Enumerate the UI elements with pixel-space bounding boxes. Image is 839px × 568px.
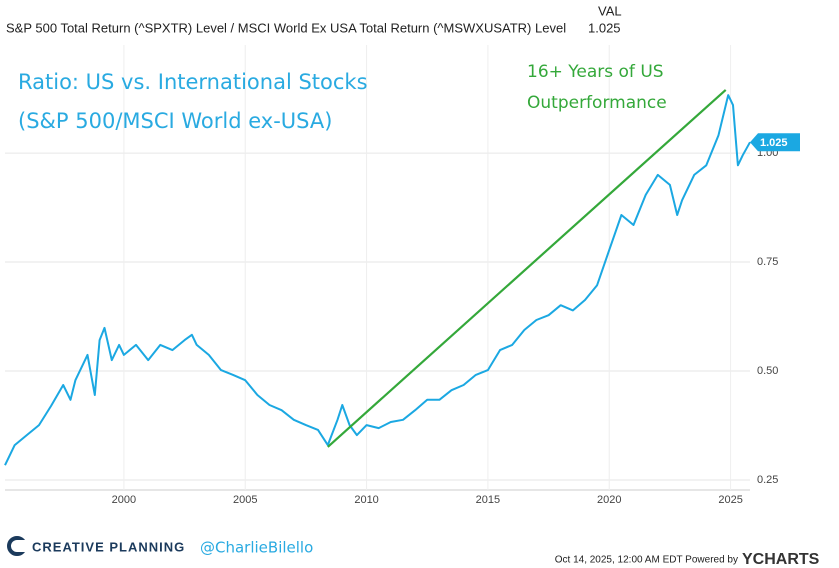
annotation: Outperformance [527,93,667,113]
header-title: S&P 500 Total Return (^SPXTR) Level / MS… [6,20,566,35]
x-tick-label: 2005 [233,494,257,506]
trend-line [327,89,727,448]
source: Oct 14, 2025, 12:00 AM EDT Powered by [555,555,738,566]
handle: @CharlieBilello [200,539,313,557]
annotation: (S&P 500/MSCI World ex-USA) [18,109,332,133]
x-tick-label: 2025 [718,494,742,506]
last-value-flag: 1.025 [750,133,800,152]
y-tick-label: 0.25 [757,474,778,486]
ycharts-logo: YCHARTS [742,551,820,568]
x-tick-label: 2015 [476,494,500,506]
x-tick-label: 2010 [354,494,378,506]
annotation: 16+ Years of US [527,62,664,82]
x-tick-label: 2000 [112,494,136,506]
y-tick-label: 0.50 [757,365,778,377]
val-number: 1.025 [588,20,621,35]
data-line [4,94,751,466]
val-header: VAL [598,3,622,18]
logo-icon [7,536,27,556]
brand: CREATIVE PLANNING [32,539,185,554]
flag-label: 1.025 [760,137,788,149]
x-tick-label: 2020 [597,494,621,506]
y-tick-label: 0.75 [757,256,778,268]
flag-shape [750,133,800,152]
annotation: Ratio: US vs. International Stocks [18,70,368,94]
